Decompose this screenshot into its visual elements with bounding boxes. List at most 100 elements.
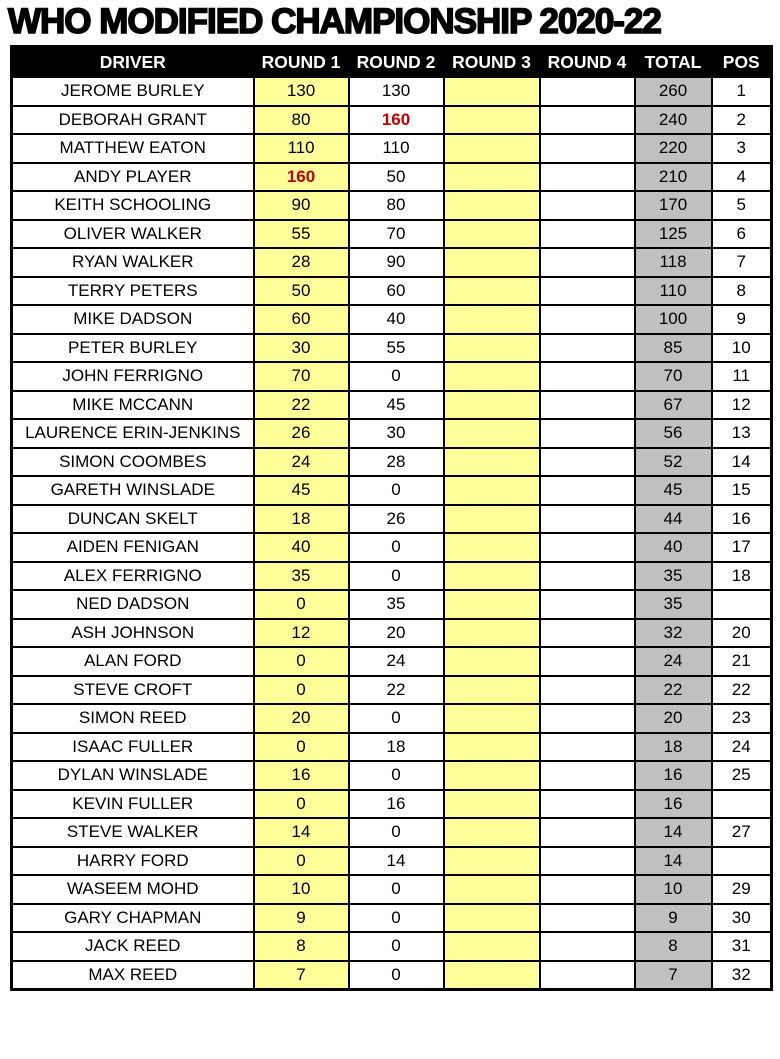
round2-score-cell: 20: [347, 617, 445, 648]
round3-score-cell: [442, 389, 541, 420]
round4-score-cell: [538, 161, 636, 192]
position-cell: 17: [710, 532, 773, 563]
round1-score-cell: 30: [252, 332, 350, 363]
table-row: MIKE DADSON 60 40 100 9: [10, 304, 773, 335]
total-cell: 240: [633, 104, 713, 135]
total-cell: 14: [633, 817, 713, 848]
round1-score-cell: 7: [252, 959, 350, 991]
round1-score-cell: 0: [252, 589, 350, 620]
round4-score-cell: [538, 902, 636, 933]
round1-score-cell: 60: [252, 304, 350, 335]
round2-score-cell: 0: [347, 475, 445, 506]
driver-cell: TERRY PETERS: [10, 275, 255, 306]
round1-score-cell: 9: [252, 902, 350, 933]
total-cell: 24: [633, 646, 713, 677]
position-cell: 29: [710, 874, 773, 905]
round3-score-cell: [442, 560, 541, 591]
table-row: DUNCAN SKELT 18 26 44 16: [10, 503, 773, 534]
round3-score-cell: [442, 874, 541, 905]
round2-score-cell: 16: [347, 788, 445, 819]
table-row: ANDY PLAYER 160 50 210 4: [10, 161, 773, 192]
round4-score-cell: [538, 418, 636, 449]
round1-score-cell: 14: [252, 817, 350, 848]
driver-cell: JEROME BURLEY: [10, 76, 255, 107]
round4-score-cell: [538, 275, 636, 306]
position-cell: 32: [710, 959, 773, 991]
round1-score-cell: 12: [252, 617, 350, 648]
driver-cell: OLIVER WALKER: [10, 218, 255, 249]
position-cell: 21: [710, 646, 773, 677]
table-row: JEROME BURLEY 130 130 260 1: [10, 76, 773, 107]
round2-score-cell: 0: [347, 817, 445, 848]
driver-cell: MAX REED: [10, 959, 255, 991]
position-cell: 4: [710, 161, 773, 192]
column-header-round2: ROUND 2: [347, 45, 445, 78]
round1-score-cell: 8: [252, 931, 350, 962]
driver-cell: ASH JOHNSON: [10, 617, 255, 648]
driver-cell: AIDEN FENIGAN: [10, 532, 255, 563]
round4-score-cell: [538, 446, 636, 477]
round2-score-cell: 90: [347, 247, 445, 278]
round1-score-cell: 0: [252, 731, 350, 762]
round3-score-cell: [442, 361, 541, 392]
driver-cell: SIMON REED: [10, 703, 255, 734]
table-row: MIKE MCCANN 22 45 67 12: [10, 389, 773, 420]
driver-cell: RYAN WALKER: [10, 247, 255, 278]
column-header-total: TOTAL: [633, 45, 713, 78]
position-cell: 14: [710, 446, 773, 477]
round1-score-cell: 0: [252, 788, 350, 819]
round3-score-cell: [442, 646, 541, 677]
round2-score-cell: 0: [347, 560, 445, 591]
table-row: HARRY FORD 0 14 14: [10, 845, 773, 876]
position-cell: 11: [710, 361, 773, 392]
table-row: ALAN FORD 0 24 24 21: [10, 646, 773, 677]
position-cell: [710, 589, 773, 620]
round4-score-cell: [538, 475, 636, 506]
round2-score-cell: 55: [347, 332, 445, 363]
position-cell: 6: [710, 218, 773, 249]
round1-score-cell: 0: [252, 674, 350, 705]
round4-score-cell: [538, 304, 636, 335]
table-row: OLIVER WALKER 55 70 125 6: [10, 218, 773, 249]
position-cell: 18: [710, 560, 773, 591]
round4-score-cell: [538, 247, 636, 278]
position-cell: 15: [710, 475, 773, 506]
total-cell: 170: [633, 190, 713, 221]
total-cell: 70: [633, 361, 713, 392]
total-cell: 14: [633, 845, 713, 876]
round2-score-cell: 0: [347, 874, 445, 905]
driver-cell: PETER BURLEY: [10, 332, 255, 363]
total-cell: 16: [633, 760, 713, 791]
total-cell: 52: [633, 446, 713, 477]
position-cell: 7: [710, 247, 773, 278]
round2-score-cell: 45: [347, 389, 445, 420]
round1-score-cell: 80: [252, 104, 350, 135]
round3-score-cell: [442, 475, 541, 506]
driver-cell: KEVIN FULLER: [10, 788, 255, 819]
round3-score-cell: [442, 104, 541, 135]
round4-score-cell: [538, 589, 636, 620]
round1-score-cell: 45: [252, 475, 350, 506]
round4-score-cell: [538, 731, 636, 762]
round3-score-cell: [442, 959, 541, 991]
table-row: GARY CHAPMAN 9 0 9 30: [10, 902, 773, 933]
total-cell: 22: [633, 674, 713, 705]
standings-body: JEROME BURLEY 130 130 260 1 DEBORAH GRANT 80 16…: [10, 76, 773, 991]
total-cell: 44: [633, 503, 713, 534]
table-row: JOHN FERRIGNO 70 0 70 11: [10, 361, 773, 392]
table-row: GARETH WINSLADE 45 0 45 15: [10, 475, 773, 506]
round2-score-cell: 28: [347, 446, 445, 477]
position-cell: 3: [710, 133, 773, 164]
total-cell: 220: [633, 133, 713, 164]
table-row: TERRY PETERS 50 60 110 8: [10, 275, 773, 306]
round2-score-cell: 0: [347, 931, 445, 962]
column-header-round4: ROUND 4: [538, 45, 636, 78]
driver-cell: DUNCAN SKELT: [10, 503, 255, 534]
driver-cell: MIKE MCCANN: [10, 389, 255, 420]
driver-cell: STEVE WALKER: [10, 817, 255, 848]
driver-cell: LAURENCE ERIN-JENKINS: [10, 418, 255, 449]
round1-score-cell: 16: [252, 760, 350, 791]
table-row: WASEEM MOHD 10 0 10 29: [10, 874, 773, 905]
position-cell: [710, 788, 773, 819]
round1-score-cell: 35: [252, 560, 350, 591]
